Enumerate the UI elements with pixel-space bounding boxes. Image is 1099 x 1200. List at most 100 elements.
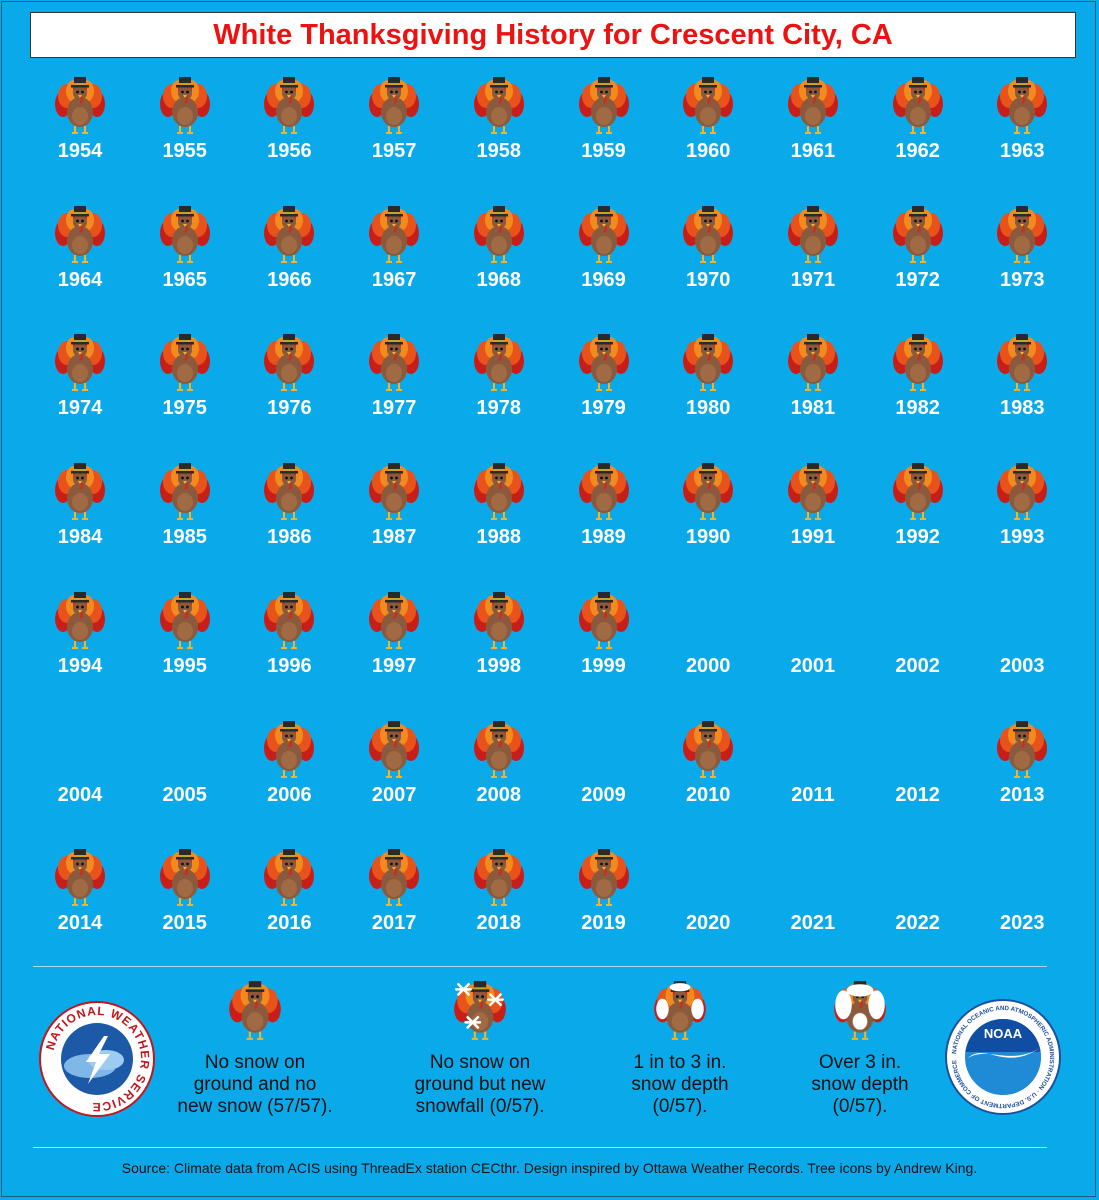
year-label: 1999 bbox=[581, 654, 626, 677]
year-cell: 2003 bbox=[970, 589, 1074, 717]
year-cell: 2011 bbox=[761, 718, 865, 846]
year-label: 1961 bbox=[790, 140, 836, 162]
year-cell: 1957 bbox=[342, 74, 446, 202]
turkey-icon bbox=[786, 461, 839, 521]
turkey-icon bbox=[158, 461, 211, 521]
year-label: 1994 bbox=[57, 654, 103, 677]
year-cell: 2017 bbox=[342, 846, 446, 974]
noaa-logo-text: NOAA bbox=[984, 1026, 1023, 1041]
turkey-icon bbox=[228, 979, 282, 1041]
year-cell: 1979 bbox=[552, 331, 656, 459]
year-cell: 1989 bbox=[552, 460, 656, 588]
year-cell: 1986 bbox=[237, 460, 341, 588]
turkey-icon bbox=[472, 75, 525, 135]
turkey-icon bbox=[54, 461, 106, 521]
divider-top bbox=[33, 966, 1047, 967]
year-label: 1975 bbox=[162, 397, 207, 420]
legend-depth-1-3-line2: snow depth bbox=[631, 1074, 729, 1095]
turkey-icon bbox=[54, 75, 106, 135]
year-label: 1992 bbox=[895, 526, 940, 549]
year-label: 1968 bbox=[476, 268, 522, 291]
year-cell: 2020 bbox=[656, 846, 760, 974]
turkey-icon bbox=[368, 75, 421, 135]
year-label: 2007 bbox=[371, 783, 417, 806]
turkey-icon bbox=[158, 848, 211, 907]
year-label: 1996 bbox=[267, 654, 312, 677]
year-cell: 2008 bbox=[447, 718, 551, 846]
year-cell: 1978 bbox=[447, 331, 551, 459]
legend-no-snow: No snow on ground and no new snow (57/57… bbox=[150, 978, 360, 1118]
year-cell: 1956 bbox=[237, 74, 341, 202]
year-label: 2020 bbox=[685, 912, 731, 935]
turkey-icon bbox=[682, 333, 735, 392]
year-label: 2011 bbox=[791, 783, 835, 806]
year-cell: 2014 bbox=[28, 846, 132, 974]
turkey-icon bbox=[54, 333, 106, 392]
year-label: 1991 bbox=[790, 526, 836, 549]
year-cell: 2012 bbox=[866, 718, 970, 846]
year-label: 1959 bbox=[581, 140, 626, 162]
turkey-icon bbox=[996, 75, 1049, 135]
year-label: 1956 bbox=[267, 140, 312, 162]
year-cell: 1977 bbox=[342, 331, 446, 459]
year-label: 1973 bbox=[1000, 268, 1045, 291]
year-grid: 1954 1955 1956 1957 1958 1959 1960 1961 1962 1963… bbox=[28, 74, 1074, 935]
year-label: 1980 bbox=[685, 397, 731, 420]
year-cell: 1960 bbox=[656, 74, 760, 202]
year-label: 1998 bbox=[476, 654, 522, 677]
year-cell: 1958 bbox=[447, 74, 551, 202]
chart-title: White Thanksgiving History for Crescent … bbox=[213, 18, 893, 51]
year-cell: 2015 bbox=[133, 846, 237, 974]
turkey-icon bbox=[472, 590, 525, 649]
year-label: 1958 bbox=[476, 140, 522, 162]
turkey-icon bbox=[263, 848, 316, 907]
legend-new-snowfall-line3: snowfall (0/57). bbox=[415, 1096, 545, 1117]
divider-bottom bbox=[33, 1147, 1047, 1148]
year-label: 1995 bbox=[162, 654, 207, 677]
turkey-icon bbox=[472, 333, 525, 392]
year-cell: 1965 bbox=[133, 203, 237, 331]
turkey-icon bbox=[891, 75, 944, 135]
year-label: 2012 bbox=[895, 783, 940, 806]
year-cell: 1996 bbox=[237, 589, 341, 717]
turkey-light-snow-icon bbox=[653, 979, 707, 1041]
turkey-icon bbox=[891, 333, 944, 392]
year-label: 1977 bbox=[371, 397, 417, 420]
legend-no-snow-line3: new snow (57/57). bbox=[177, 1096, 333, 1117]
year-cell: 2000 bbox=[656, 589, 760, 717]
year-cell: 1959 bbox=[552, 74, 656, 202]
year-cell: 1970 bbox=[656, 203, 760, 331]
turkey-icon bbox=[996, 719, 1049, 778]
turkey-icon bbox=[54, 848, 106, 907]
legend-new-snowfall: No snow on ground but new snowfall (0/57… bbox=[375, 978, 585, 1118]
year-label: 2010 bbox=[685, 783, 731, 806]
turkey-icon bbox=[263, 719, 316, 778]
noaa-logo-icon: NOAA NATIONAL OCEANIC AND ATMOSPHERIC AD… bbox=[945, 999, 1061, 1115]
year-cell: 1993 bbox=[970, 460, 1074, 588]
turkey-icon bbox=[368, 204, 421, 263]
year-cell: 1961 bbox=[761, 74, 865, 202]
year-cell: 1984 bbox=[28, 460, 132, 588]
year-label: 1979 bbox=[581, 397, 626, 420]
year-label: 2021 bbox=[790, 912, 836, 935]
turkey-icon bbox=[472, 204, 525, 263]
year-cell: 1980 bbox=[656, 331, 760, 459]
year-label: 1963 bbox=[1000, 140, 1045, 162]
year-cell: 1964 bbox=[28, 203, 132, 331]
year-cell: 1995 bbox=[133, 589, 237, 717]
year-cell: 1971 bbox=[761, 203, 865, 331]
turkey-icon bbox=[472, 461, 525, 521]
legend-depth-over-3-line2: snow depth bbox=[811, 1074, 909, 1095]
turkey-icon bbox=[786, 75, 839, 135]
year-cell: 1981 bbox=[761, 331, 865, 459]
legend-depth-1-3: 1 in to 3 in. snow depth (0/57). bbox=[595, 978, 765, 1118]
turkey-icon bbox=[368, 461, 421, 521]
year-label: 1987 bbox=[371, 526, 417, 549]
year-label: 1960 bbox=[685, 140, 731, 162]
year-cell: 1997 bbox=[342, 589, 446, 717]
year-label: 2004 bbox=[57, 783, 103, 806]
turkey-icon bbox=[263, 590, 316, 649]
year-label: 1965 bbox=[162, 268, 207, 291]
turkey-icon bbox=[263, 204, 316, 263]
